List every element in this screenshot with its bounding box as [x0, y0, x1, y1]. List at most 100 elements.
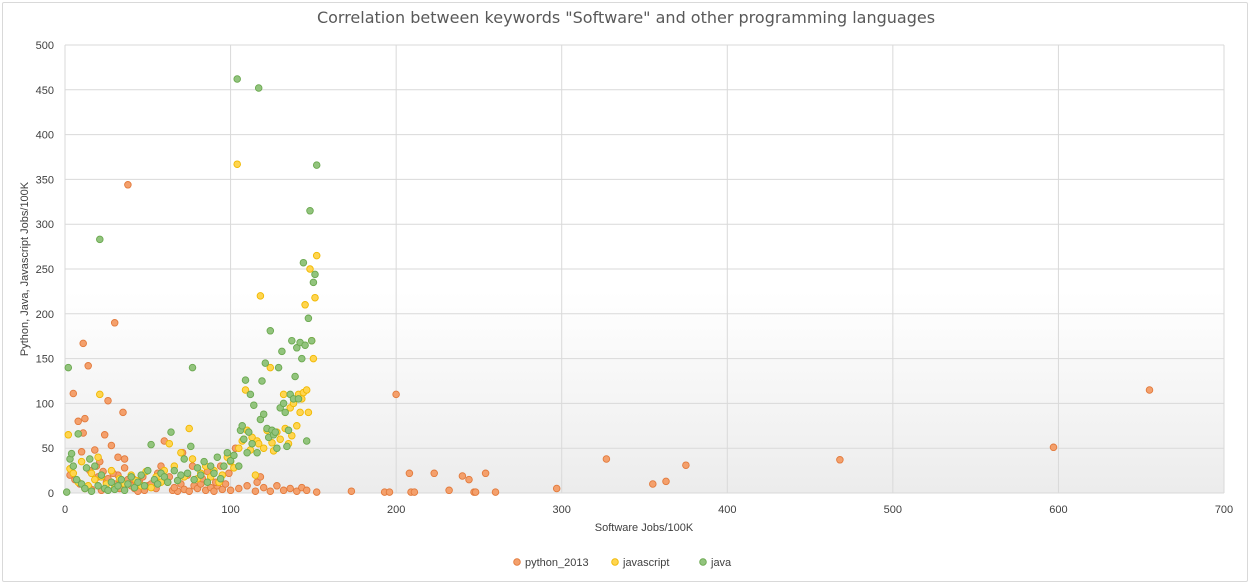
java-point [188, 363, 197, 372]
python_2013-point [210, 487, 218, 495]
python_2013-point [79, 339, 87, 348]
java-point [134, 478, 142, 486]
legend-marker-python_2013 [513, 558, 521, 566]
python_2013-point [119, 408, 127, 417]
python_2013-point [682, 461, 690, 469]
python_2013-point [226, 486, 235, 495]
x-tick-label: 400 [718, 504, 736, 516]
python_2013-point [491, 488, 500, 496]
java-point [216, 474, 225, 483]
java-point [220, 462, 228, 470]
javascript-point [301, 301, 309, 309]
java-point [266, 327, 275, 335]
x-tick-label: 700 [1215, 504, 1233, 516]
java-point [298, 354, 306, 363]
python_2013-point [218, 485, 227, 494]
javascript-point [147, 483, 155, 492]
javascript-point [251, 471, 260, 479]
java-point [299, 258, 308, 267]
java-point [273, 444, 281, 452]
javascript-point [107, 466, 116, 475]
python_2013-point [235, 484, 243, 493]
python_2013-point [430, 469, 438, 478]
java-point [167, 428, 175, 436]
java-point [210, 469, 218, 478]
javascript-point [94, 453, 102, 461]
java-point [245, 428, 253, 436]
java-point [117, 475, 126, 484]
y-tick-label: 0 [48, 488, 54, 500]
python_2013-point [74, 417, 82, 426]
java-point [190, 475, 198, 484]
java-point [306, 207, 314, 215]
java-point [311, 270, 319, 279]
java-point [64, 363, 73, 372]
python_2013-point [77, 448, 86, 456]
java-point [294, 395, 303, 403]
java-point [243, 448, 251, 457]
python_2013-point [602, 455, 611, 463]
legend-label-javascript: javascript [622, 557, 669, 569]
javascript-point [185, 424, 193, 433]
y-tick-label: 150 [36, 354, 54, 366]
java-point [261, 359, 270, 367]
python_2013-point [221, 480, 230, 488]
javascript-point [96, 390, 104, 399]
java-point [307, 336, 316, 345]
python_2013-point [185, 487, 193, 495]
java-point [274, 363, 283, 372]
python_2013-point [279, 486, 288, 495]
python_2013-point [107, 441, 116, 450]
x-tick-label: 200 [387, 504, 405, 516]
python_2013-point [69, 389, 78, 398]
python_2013-point [465, 475, 473, 484]
java-point [147, 440, 155, 449]
x-tick-label: 300 [553, 504, 571, 516]
y-tick-label: 50 [42, 443, 54, 455]
legend: python_2013 javascript java [513, 557, 732, 569]
javascript-point [279, 390, 288, 399]
java-point [226, 456, 235, 465]
python_2013-point [259, 483, 268, 492]
java-point [241, 376, 250, 384]
legend-label-java: java [710, 557, 732, 569]
y-tick-label: 350 [36, 174, 54, 186]
javascript-point [188, 455, 197, 463]
java-point [107, 478, 116, 486]
legend-marker-javascript [611, 558, 619, 566]
java-point [291, 372, 299, 381]
python_2013-point [110, 319, 119, 327]
gridlines [64, 44, 1225, 494]
javascript-point [241, 386, 250, 394]
java-point [72, 475, 81, 484]
python_2013-point [458, 472, 467, 480]
python_2013-point [836, 456, 844, 464]
java-point [288, 336, 296, 345]
python_2013-point [81, 414, 89, 423]
java-point [62, 488, 71, 496]
java-point [177, 471, 185, 479]
python_2013-point [552, 484, 561, 493]
java-point [67, 449, 76, 458]
javascript-point [266, 363, 275, 372]
python_2013-point [225, 469, 233, 478]
javascript-point [177, 448, 185, 457]
python_2013-point [347, 487, 356, 495]
java-point [230, 451, 238, 460]
java-point [301, 341, 309, 349]
python_2013-point [392, 390, 400, 399]
java-point [235, 462, 243, 470]
data-points [62, 75, 1154, 496]
python_2013-point [481, 469, 490, 478]
java-point [240, 435, 248, 443]
y-tick-label: 250 [36, 264, 54, 276]
java-point [120, 486, 129, 495]
javascript-point [268, 439, 276, 447]
python_2013-point [124, 181, 132, 189]
python_2013-point [1049, 443, 1058, 452]
java-point [74, 430, 82, 438]
java-point [246, 390, 255, 399]
python_2013-point [253, 478, 261, 486]
javascript-point [91, 475, 99, 484]
